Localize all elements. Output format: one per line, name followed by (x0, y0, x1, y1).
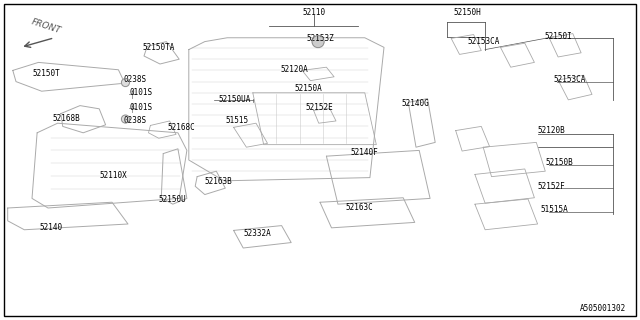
Text: 0101S: 0101S (130, 103, 153, 112)
Text: 52140G: 52140G (402, 100, 429, 108)
Circle shape (122, 78, 129, 86)
Text: 0101S: 0101S (130, 88, 153, 97)
Text: 51515: 51515 (225, 116, 248, 125)
Text: 52168C: 52168C (168, 124, 195, 132)
Text: 52150B: 52150B (545, 158, 573, 167)
Text: 52150H: 52150H (453, 8, 481, 17)
Text: 0238S: 0238S (124, 116, 147, 125)
Text: 52140F: 52140F (351, 148, 378, 157)
Text: 52150A: 52150A (294, 84, 322, 93)
Text: 52152E: 52152E (306, 103, 333, 112)
Text: 52150I: 52150I (544, 32, 572, 41)
Text: 52150T: 52150T (32, 69, 60, 78)
Text: 52150TA: 52150TA (143, 43, 175, 52)
Circle shape (122, 115, 129, 123)
Text: A505001302: A505001302 (580, 304, 626, 313)
Circle shape (312, 36, 324, 48)
Text: 52163B: 52163B (205, 177, 232, 186)
Text: 52153Z: 52153Z (306, 34, 334, 43)
Text: 52332A: 52332A (243, 229, 271, 238)
Text: 52153CA: 52153CA (467, 37, 500, 46)
Text: 52152F: 52152F (538, 182, 565, 191)
Text: 52120B: 52120B (538, 126, 565, 135)
Text: 52150U: 52150U (159, 195, 186, 204)
Text: 52140: 52140 (40, 223, 63, 232)
Text: 0238S: 0238S (124, 75, 147, 84)
Text: 52110: 52110 (302, 8, 325, 17)
Text: 52153CA: 52153CA (554, 76, 586, 84)
Text: 52110X: 52110X (99, 171, 127, 180)
Text: 52120A: 52120A (280, 65, 308, 74)
Text: 52168B: 52168B (52, 114, 80, 123)
Text: 51515A: 51515A (541, 205, 568, 214)
Text: FRONT: FRONT (30, 17, 62, 35)
Text: 52163C: 52163C (346, 203, 373, 212)
Text: 52150UA: 52150UA (219, 95, 252, 104)
